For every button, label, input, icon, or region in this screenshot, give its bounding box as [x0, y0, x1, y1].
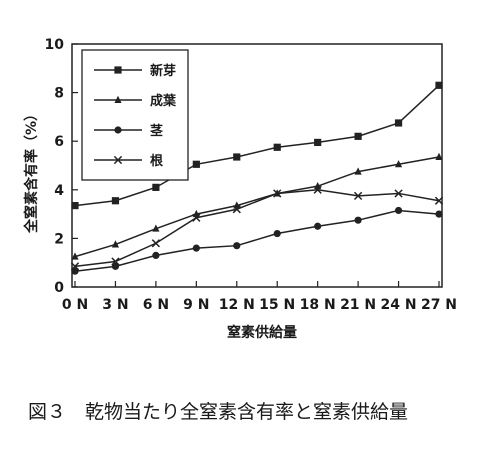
x-tick-label: 12 N [219, 297, 255, 313]
data-point-x [111, 257, 120, 266]
data-point-x-stroke [113, 155, 123, 165]
data-point-square [435, 81, 443, 89]
series-line [74, 189, 440, 268]
legend-entry: 成葉 [94, 93, 177, 109]
data-point-square [354, 132, 362, 140]
x-tick-label: 18 N [300, 297, 336, 313]
x-tick-label: 15 N [259, 297, 295, 313]
x-tick-label: 6 N [143, 297, 169, 313]
data-point-x-stroke [151, 239, 161, 248]
data-point-x-stroke [434, 196, 444, 205]
legend-entry: 根 [94, 153, 164, 169]
data-point-x-stroke [111, 257, 120, 266]
data-point-square [273, 143, 281, 151]
data-point-circle [233, 242, 241, 250]
y-axis-title: 全窒素含有率（%） [23, 107, 40, 234]
series-circle [71, 206, 443, 275]
data-point-x [273, 189, 282, 198]
series-line [74, 84, 440, 207]
data-point-square [394, 119, 403, 127]
x-axis-ticks: 0 N 3 N 6 N 9 N 12 N 15 N 18 N 21 N 24 N 27 N [62, 281, 457, 313]
data-point-x-stroke [232, 205, 241, 214]
figure-caption: 図３ 乾物当たり全窒素含有率と窒素供給量 [28, 401, 408, 423]
y-tick-label: 10 [45, 37, 65, 53]
legend-entry: 新芽 [94, 63, 176, 79]
data-point-triangle [435, 152, 443, 160]
data-point-circle [435, 210, 443, 218]
data-point-circle [192, 244, 200, 252]
x-tick-label: 27 N [421, 297, 457, 313]
data-point-triangle [114, 95, 122, 103]
data-point-x [113, 155, 123, 165]
data-point-circle [314, 222, 322, 230]
data-point-circle [273, 229, 281, 238]
legend-label: 成葉 [150, 93, 177, 109]
data-point-x-stroke [394, 189, 403, 198]
data-point-circle [111, 262, 120, 270]
data-point-triangle [354, 167, 362, 175]
legend-entry: 茎 [94, 123, 163, 139]
data-point-triangle [71, 252, 79, 260]
data-point-x [434, 196, 444, 205]
data-point-x-stroke [273, 189, 282, 198]
data-point-x-stroke [70, 262, 80, 271]
data-point-x-stroke [192, 213, 201, 222]
data-point-circle [354, 216, 362, 224]
data-point-circle [114, 126, 122, 134]
data-point-x [353, 191, 363, 201]
data-point-circle [152, 251, 160, 260]
x-tick-label: 24 N [381, 297, 417, 313]
data-point-triangle [394, 160, 403, 168]
series-square [71, 81, 443, 210]
data-point-x [70, 262, 80, 271]
legend-label: 新芽 [150, 63, 176, 79]
y-tick-label: 2 [54, 231, 64, 247]
data-point-square [152, 183, 160, 191]
data-point-x [192, 213, 201, 222]
legend-label: 根 [150, 153, 164, 169]
x-tick-label: 0 N [62, 297, 88, 313]
series-x [70, 185, 444, 271]
x-tick-label: 9 N [183, 297, 209, 313]
x-axis-title: 窒素供給量 [227, 324, 297, 341]
data-point-square [71, 201, 79, 210]
data-point-x [313, 185, 322, 194]
data-point-square [233, 153, 241, 161]
y-tick-label: 8 [54, 86, 64, 102]
data-point-x-stroke [313, 185, 322, 194]
data-point-x [394, 189, 403, 198]
data-point-x [232, 205, 241, 214]
x-tick-label: 21 N [340, 297, 376, 313]
x-tick-label: 3 N [102, 297, 128, 313]
data-point-square [114, 66, 122, 74]
y-axis-ticks: 0 2 4 6 8 10 [45, 37, 78, 296]
data-point-square [192, 160, 200, 168]
data-point-x [151, 239, 161, 248]
data-point-circle [394, 206, 403, 215]
y-tick-label: 4 [54, 183, 64, 199]
data-point-x-stroke [353, 191, 363, 201]
plot-frame [71, 43, 443, 288]
legend-label: 茎 [150, 123, 163, 139]
y-tick-label: 6 [54, 134, 64, 150]
data-point-square [111, 197, 120, 205]
y-tick-label: 0 [54, 280, 64, 296]
series-layer [70, 81, 444, 275]
data-point-square [314, 138, 322, 147]
legend-frame [81, 49, 189, 181]
data-point-circle [71, 267, 79, 275]
data-point-triangle [111, 240, 120, 248]
series-line [74, 156, 440, 258]
series-line [74, 209, 440, 272]
data-point-triangle [152, 224, 160, 232]
